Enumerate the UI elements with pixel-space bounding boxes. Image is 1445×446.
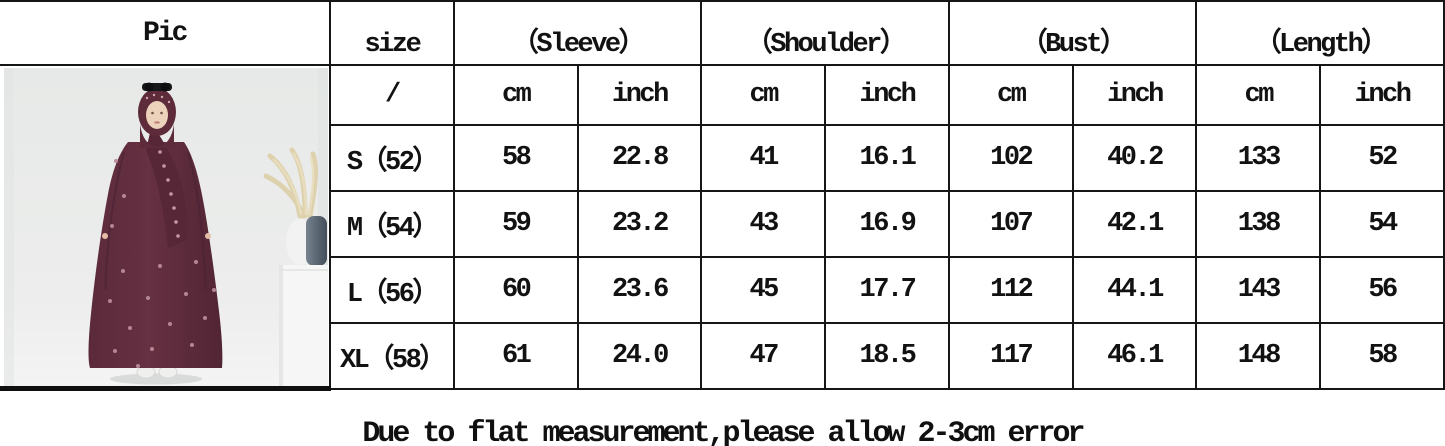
floor-shadow <box>110 373 202 384</box>
value-cell: 45 <box>700 255 827 324</box>
group-header-length: （Length） <box>1195 0 1445 66</box>
value-cell: 41 <box>700 123 827 192</box>
unit-inch: inch <box>576 64 703 126</box>
value-cell: 60 <box>452 255 579 324</box>
value-cell: 56 <box>1319 255 1445 324</box>
size-row-l: L（56） 60 23.6 45 17.7 112 44.1 143 56 <box>0 255 1445 324</box>
value-cell: 44.1 <box>1071 255 1198 324</box>
group-header-bust: （Bust） <box>947 0 1198 66</box>
value-cell: 102 <box>947 123 1074 192</box>
buttons <box>158 150 180 238</box>
value-cell: 59 <box>452 189 579 258</box>
size-chart-table: Pic size （Sleeve） （Shoulder） （Bust） （Len… <box>0 0 1445 391</box>
value-cell: 40.2 <box>1071 123 1198 192</box>
unit-cm: cm <box>1195 64 1322 126</box>
size-label: XL（58） <box>329 321 455 390</box>
value-cell: 47 <box>700 321 827 390</box>
value-cell: 54 <box>1319 189 1445 258</box>
size-row-m: M（54） 59 23.2 43 16.9 107 42.1 138 54 <box>0 189 1445 258</box>
size-column-header: size <box>329 0 455 66</box>
value-cell: 17.7 <box>824 255 950 324</box>
size-row-s: S（52） 58 22.8 41 16.1 102 40.2 133 52 <box>0 123 1445 192</box>
value-cell: 143 <box>1195 255 1322 324</box>
value-cell: 42.1 <box>1071 189 1198 258</box>
unit-cm: cm <box>947 64 1074 126</box>
unit-inch: inch <box>824 64 950 126</box>
value-cell: 43 <box>700 189 827 258</box>
value-cell: 16.1 <box>824 123 950 192</box>
dark-vase <box>306 216 327 266</box>
unit-header-row: / cm inch cm inch cm inch cm inch <box>0 64 1445 391</box>
value-cell: 133 <box>1195 123 1322 192</box>
value-cell: 24.0 <box>576 321 703 390</box>
unit-inch: inch <box>1319 64 1445 126</box>
hijab-dots <box>145 93 171 104</box>
model-photo-art <box>4 68 328 384</box>
value-cell: 117 <box>947 321 1074 390</box>
value-cell: 138 <box>1195 189 1322 258</box>
unit-inch: inch <box>1071 64 1198 126</box>
size-row-xl: XL（58） 61 24.0 47 18.5 117 46.1 148 58 <box>0 321 1445 390</box>
shoes <box>136 365 178 379</box>
size-label: M（54） <box>329 189 455 258</box>
value-cell: 46.1 <box>1071 321 1198 390</box>
model-photo-illustration <box>0 66 328 384</box>
floral-dots <box>108 159 216 368</box>
value-cell: 58 <box>1319 321 1445 390</box>
subheader-slash: / <box>330 64 455 126</box>
product-photo <box>0 64 331 391</box>
pic-header: Pic <box>0 0 331 66</box>
value-cell: 52 <box>1319 123 1445 192</box>
value-cell: 18.5 <box>824 321 950 390</box>
pedestal <box>279 265 328 384</box>
size-label: L（56） <box>329 255 455 324</box>
model-figure <box>88 82 223 384</box>
unit-cm: cm <box>700 64 827 126</box>
dress <box>88 142 223 368</box>
group-header-sleeve: （Sleeve） <box>452 0 703 66</box>
value-cell: 23.2 <box>576 189 703 258</box>
unit-cm: cm <box>452 64 579 126</box>
group-header-shoulder: （Shoulder） <box>700 0 950 66</box>
group-header-row: Pic size （Sleeve） （Shoulder） （Bust） （Len… <box>0 0 1445 66</box>
hijab-drape <box>146 124 188 248</box>
value-cell: 61 <box>452 321 579 390</box>
value-cell: 16.9 <box>824 189 950 258</box>
value-cell: 112 <box>947 255 1074 324</box>
value-cell: 148 <box>1195 321 1322 390</box>
measurement-note: Due to flat measurement,please allow 2-3… <box>362 417 1085 446</box>
face <box>146 101 168 129</box>
value-cell: 23.6 <box>576 255 703 324</box>
value-cell: 107 <box>947 189 1074 258</box>
size-label: S（52） <box>329 123 455 192</box>
value-cell: 58 <box>452 123 579 192</box>
sunglasses <box>142 82 172 92</box>
value-cell: 22.8 <box>576 123 703 192</box>
